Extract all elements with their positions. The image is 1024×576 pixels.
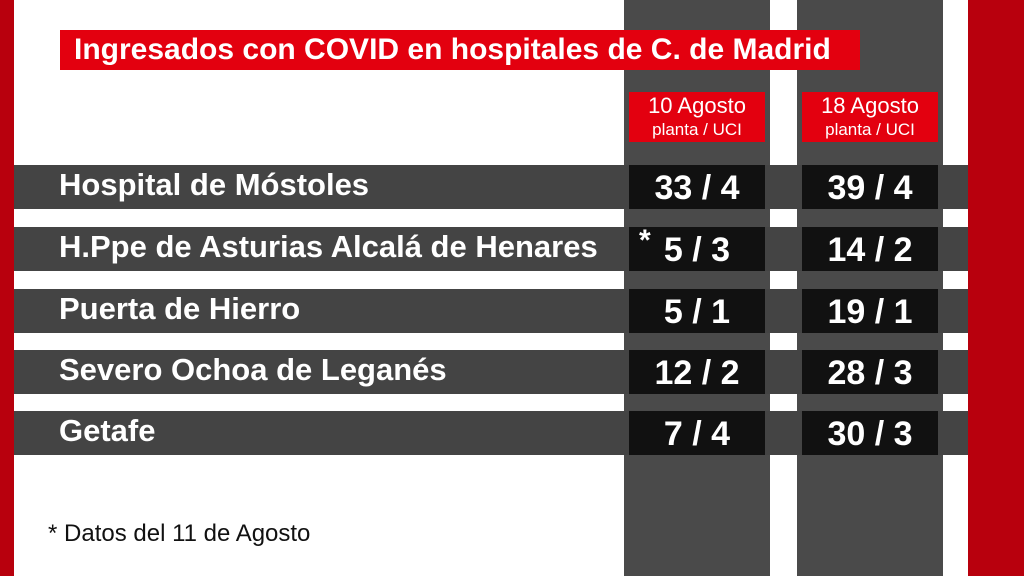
value-cell-10-agosto: * 5 / 3 [629, 224, 765, 271]
left-red-border [0, 0, 14, 576]
column-strip-18-agosto [797, 0, 943, 576]
value-cell-18-agosto: 28 / 3 [802, 350, 938, 394]
table-row: Getafe 7 / 4 30 / 3 [14, 411, 968, 455]
hospital-name: H.Ppe de Asturias Alcalá de Henares [59, 229, 598, 264]
hospital-name: Puerta de Hierro [59, 291, 301, 326]
hospital-name: Severo Ochoa de Leganés [59, 352, 447, 387]
column-header-18-agosto: 18 Agosto planta / UCI [802, 92, 938, 142]
table-row: H.Ppe de Asturias Alcalá de Henares * 5 … [14, 224, 968, 271]
value-cell-10-agosto: 12 / 2 [629, 350, 765, 394]
footnote: * Datos del 11 de Agosto [48, 520, 311, 547]
value-cell-18-agosto: 30 / 3 [802, 411, 938, 455]
column-subtitle: planta / UCI [825, 120, 915, 139]
right-red-border [968, 0, 1024, 576]
value-text: 5 / 3 [663, 231, 731, 269]
table-row: Severo Ochoa de Leganés 12 / 2 28 / 3 [14, 350, 968, 394]
column-header-10-agosto: 10 Agosto planta / UCI [629, 92, 765, 142]
column-subtitle: planta / UCI [652, 120, 742, 139]
page-title: Ingresados con COVID en hospitales de C.… [60, 30, 860, 70]
value-cell-18-agosto: 39 / 4 [802, 165, 938, 209]
column-date: 10 Agosto [648, 93, 746, 118]
value-cell-10-agosto: 5 / 1 [629, 289, 765, 333]
footnote-marker: * [639, 224, 651, 257]
hospital-name: Getafe [59, 413, 156, 448]
table-row: Hospital de Móstoles 33 / 4 39 / 4 [14, 165, 968, 209]
column-date: 18 Agosto [821, 93, 919, 118]
value-cell-10-agosto: 33 / 4 [629, 165, 765, 209]
value-cell-10-agosto: 7 / 4 [629, 411, 765, 455]
table-row: Puerta de Hierro 5 / 1 19 / 1 [14, 289, 968, 333]
value-cell-18-agosto: 19 / 1 [802, 289, 938, 333]
hospital-name: Hospital de Móstoles [59, 167, 370, 202]
column-strip-10-agosto [624, 0, 770, 576]
value-cell-18-agosto: 14 / 2 [802, 227, 938, 271]
